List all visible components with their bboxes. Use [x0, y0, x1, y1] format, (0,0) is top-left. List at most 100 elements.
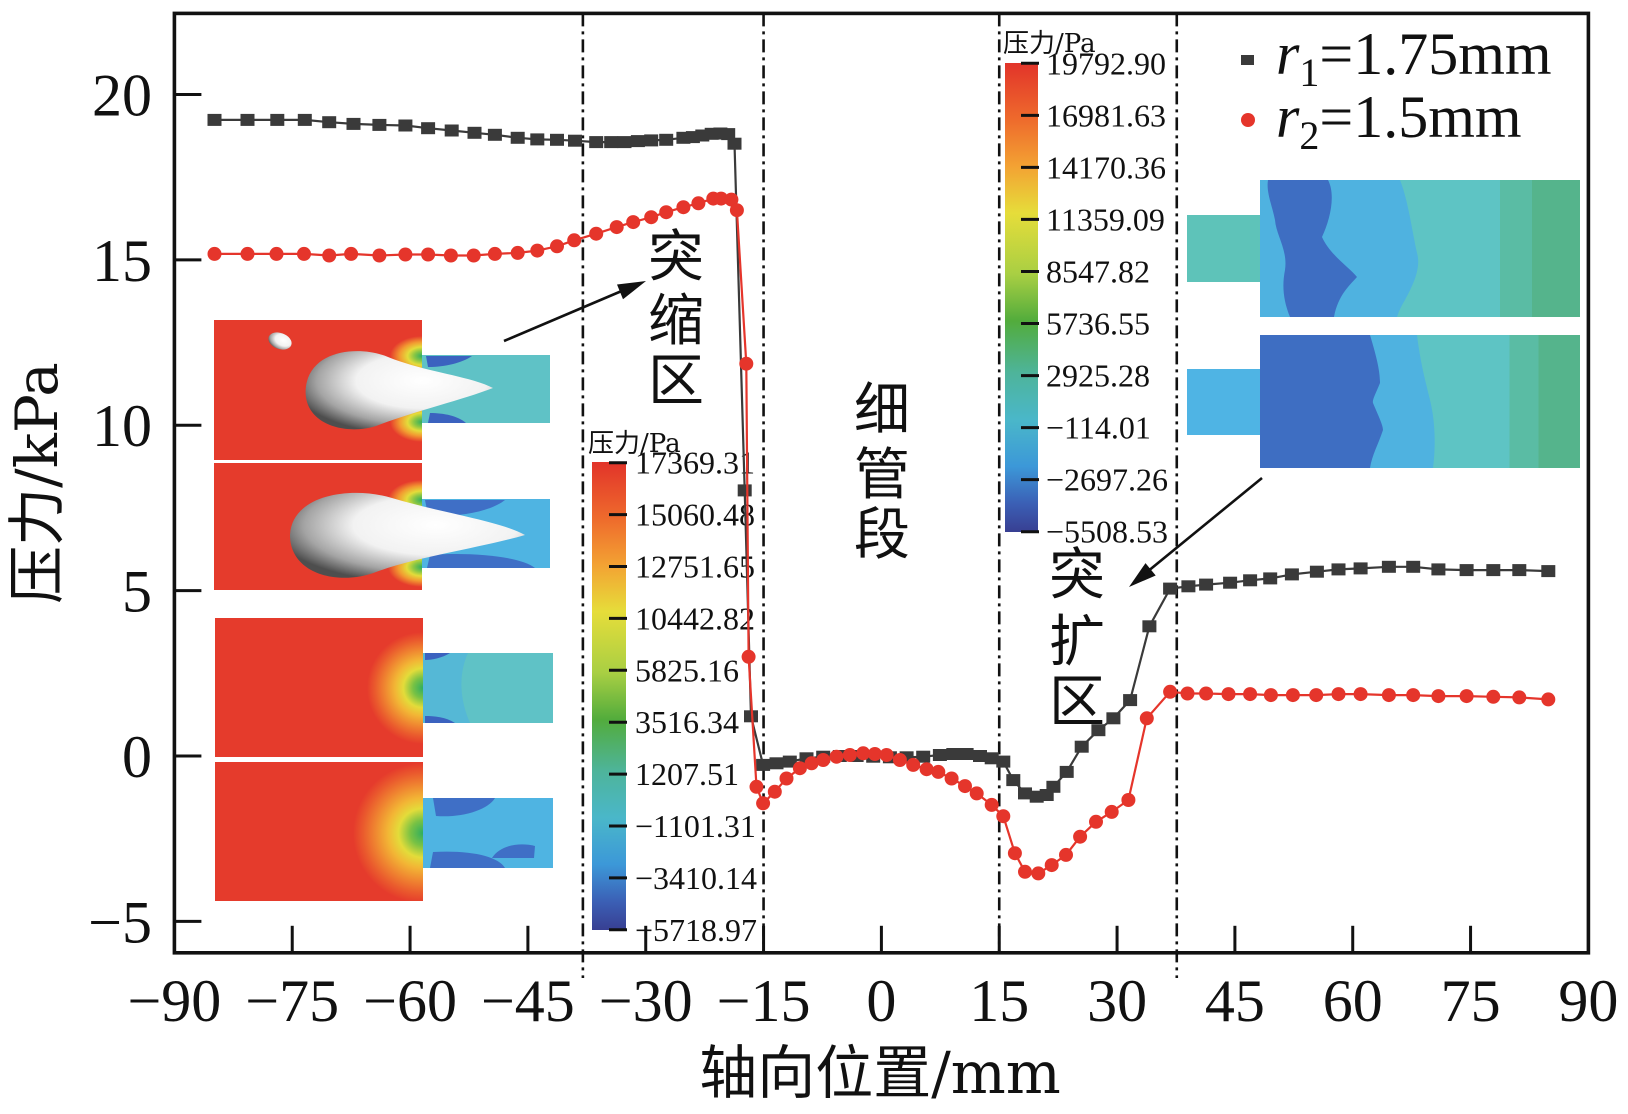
x-tick-label: −45 — [481, 968, 575, 1034]
data-point-r2 — [240, 246, 255, 261]
colorbar-title: 压力/Pa — [588, 429, 681, 459]
plot-frame — [172, 11, 1591, 955]
data-point-r1 — [1541, 565, 1556, 578]
colorbar-tick-label: 16981.63 — [1046, 97, 1166, 133]
data-point-r1 — [297, 113, 312, 126]
snapshot-1 — [214, 320, 550, 460]
data-point-r1 — [1406, 560, 1421, 573]
colorbar-tick-label: 5736.55 — [1046, 306, 1150, 342]
data-point-r2 — [1089, 814, 1103, 829]
data-point-r1 — [959, 748, 974, 760]
data-point-r2 — [1431, 689, 1446, 704]
colorbar-title: 压力/Pa — [1003, 29, 1096, 59]
data-series — [207, 113, 1556, 881]
data-point-r1 — [467, 126, 482, 139]
data-point-r2 — [729, 203, 744, 218]
arrow-to-contraction-label — [503, 281, 646, 343]
arrowhead-icon — [1129, 563, 1156, 587]
data-point-r2 — [906, 757, 921, 772]
data-point-r2 — [958, 779, 972, 794]
snapshot-b — [1187, 335, 1580, 468]
data-point-r2 — [739, 356, 754, 371]
data-point-r1 — [550, 133, 564, 146]
x-tick-label: −75 — [245, 968, 339, 1034]
y-tick-label: 10 — [92, 393, 152, 459]
data-point-r1 — [659, 133, 674, 146]
colorbar-tick-label: −2697.26 — [1046, 462, 1168, 498]
annotation-char: 突 — [1049, 543, 1105, 608]
colorbar-tick-label: 2925.28 — [1046, 358, 1150, 394]
data-point-r2 — [466, 248, 481, 263]
y-tick-label: 15 — [92, 228, 152, 294]
data-point-r1 — [568, 134, 582, 147]
narrow-channel-region — [1187, 369, 1260, 435]
colorbar-tick-label: 11359.09 — [1046, 201, 1165, 237]
data-point-r2 — [1263, 688, 1278, 703]
colorbar-tick-label: 3516.34 — [635, 704, 739, 740]
region-boundaries — [581, 13, 1179, 978]
data-point-r2 — [1221, 687, 1236, 702]
data-point-r2 — [207, 246, 222, 261]
data-point-r1 — [1309, 565, 1324, 578]
colorbar-tick-label: 1207.51 — [635, 756, 739, 792]
data-point-r2 — [1381, 688, 1396, 703]
data-point-r2 — [779, 771, 794, 786]
arrow-to-expansion-label — [1129, 476, 1263, 587]
data-point-r1 — [1353, 562, 1368, 575]
data-point-r1 — [1163, 582, 1178, 595]
data-point-r2 — [756, 796, 771, 811]
data-point-r1 — [1459, 564, 1474, 577]
data-point-r2 — [892, 753, 907, 767]
data-point-r1 — [1091, 724, 1106, 737]
low-pressure-patch — [427, 554, 535, 568]
colorbar-tick-label: 8547.82 — [1046, 253, 1150, 289]
data-point-r1 — [1381, 560, 1396, 573]
data-point-r2 — [322, 248, 337, 263]
droplet — [305, 351, 493, 430]
data-point-r2 — [879, 748, 894, 762]
data-point-r2 — [589, 226, 604, 241]
data-point-r2 — [741, 649, 756, 664]
x-tick-label: 75 — [1441, 968, 1501, 1034]
x-axis-ticks: −90 −75 −60 −45 −30 −15 0 15 30 45 60 75 90 — [127, 925, 1618, 1034]
legend: r1=1.75mm r2=1.5mm — [1241, 21, 1552, 158]
data-point-r2 — [1459, 689, 1474, 704]
data-point-r1 — [1074, 740, 1089, 753]
low-pressure-patch — [433, 798, 495, 817]
data-point-r2 — [1199, 686, 1214, 701]
data-point-r2 — [829, 749, 844, 764]
data-point-r2 — [867, 747, 882, 761]
data-point-r2 — [724, 192, 739, 207]
x-tick-label: 0 — [866, 968, 896, 1034]
inset-contraction-snapshots — [214, 320, 553, 901]
data-point-r2 — [1353, 687, 1368, 702]
colorbar-tick-label: 14170.36 — [1046, 149, 1166, 185]
x-tick-label: 90 — [1558, 968, 1618, 1034]
colorbar-tick-label: 10442.82 — [635, 600, 755, 636]
data-point-r2 — [1073, 829, 1088, 844]
y-tick-label: 0 — [122, 724, 152, 790]
y-tick-label: −5 — [88, 889, 152, 955]
legend-marker-square — [1241, 55, 1254, 65]
x-tick-label: −90 — [127, 968, 221, 1034]
data-point-r1 — [727, 137, 742, 150]
annotation-contraction-zone: 突 缩 区 — [648, 225, 704, 414]
data-point-r2 — [1121, 793, 1136, 807]
data-point-r1 — [1106, 712, 1121, 725]
data-point-r1 — [782, 755, 797, 768]
data-point-r2 — [1285, 688, 1300, 703]
data-point-r1 — [240, 113, 255, 126]
legend-marker-circle — [1241, 113, 1255, 127]
data-point-r2 — [944, 771, 959, 786]
snapshot-4 — [215, 762, 553, 901]
data-point-r1 — [444, 124, 459, 137]
data-point-r1 — [1181, 580, 1196, 593]
data-point-r2 — [969, 786, 984, 801]
data-point-r1 — [207, 113, 222, 126]
colorbar-expansion: 压力/Pa 19792.90 16981.63 14170.36 11359.09 85… — [1003, 29, 1168, 550]
data-point-r1 — [1018, 787, 1032, 800]
data-point-r1 — [1512, 564, 1527, 577]
data-point-r1 — [589, 136, 604, 149]
colorbar-tick-label: −114.01 — [1046, 410, 1151, 446]
